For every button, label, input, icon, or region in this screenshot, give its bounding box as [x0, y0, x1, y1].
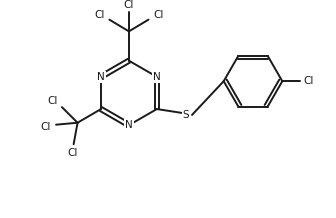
Text: Cl: Cl [40, 122, 50, 132]
Text: Cl: Cl [124, 0, 134, 10]
Text: Cl: Cl [94, 10, 105, 20]
Text: S: S [183, 110, 190, 120]
Text: Cl: Cl [47, 96, 57, 106]
Text: Cl: Cl [303, 76, 314, 86]
Text: Cl: Cl [68, 148, 78, 158]
Text: N: N [125, 120, 133, 130]
Text: N: N [97, 72, 105, 82]
Text: Cl: Cl [153, 10, 163, 20]
Text: N: N [153, 72, 161, 82]
